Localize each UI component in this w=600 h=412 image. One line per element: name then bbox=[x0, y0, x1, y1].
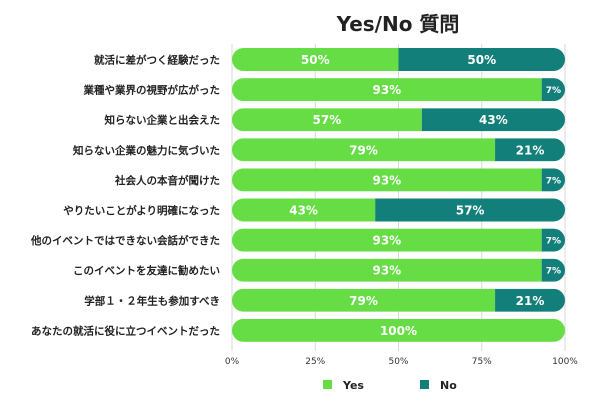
bar-row bbox=[232, 48, 565, 71]
bar-no bbox=[421, 108, 565, 132]
category-label: 社会人の本音が聞けた bbox=[114, 174, 220, 187]
bar-row bbox=[232, 258, 565, 282]
data-label: 93% bbox=[372, 83, 401, 97]
bars-group: 50% 50% 93% 7% 57% 43% 79% 21% 93% 7% 43% 57% 93% 7% 9… bbox=[232, 48, 565, 342]
data-label: 7% bbox=[546, 86, 561, 96]
bar-yes bbox=[232, 228, 542, 252]
bar-no bbox=[541, 228, 565, 252]
category-label: やりたいことがより明確になった bbox=[63, 204, 220, 217]
bar-yes bbox=[232, 198, 376, 222]
bar-no bbox=[541, 258, 565, 282]
data-label: 7% bbox=[546, 267, 561, 277]
data-label: 21% bbox=[516, 143, 545, 157]
data-label: 21% bbox=[516, 294, 545, 308]
bar-no bbox=[495, 288, 565, 312]
bar-yes bbox=[232, 318, 565, 342]
data-label: 93% bbox=[372, 234, 401, 248]
data-label: 43% bbox=[289, 204, 318, 218]
bar-no bbox=[541, 78, 565, 102]
data-label: 79% bbox=[349, 143, 378, 157]
data-label: 57% bbox=[313, 113, 342, 127]
bar-row bbox=[232, 288, 565, 312]
bar-yes bbox=[232, 138, 496, 162]
category-label: 就活に差がつく経験だった bbox=[94, 54, 220, 67]
category-label: 知らない企業と出会えた bbox=[105, 114, 221, 127]
bar-yes bbox=[232, 78, 542, 102]
chart-title: Yes/No 質問 bbox=[336, 12, 460, 36]
bar-yes bbox=[232, 258, 542, 282]
data-label: 57% bbox=[456, 204, 485, 218]
bar-row bbox=[232, 78, 565, 102]
x-tick-label: 0% bbox=[225, 357, 240, 367]
bar-no bbox=[398, 48, 565, 71]
data-label: 100% bbox=[380, 324, 417, 338]
legend-label: Yes bbox=[342, 379, 364, 392]
data-label: 50% bbox=[301, 53, 330, 67]
data-label: 93% bbox=[372, 173, 401, 187]
category-label: 業種や業界の視野が広がった bbox=[83, 84, 221, 97]
category-labels: 就活に差がつく経験だった業種や業界の視野が広がった知らない企業と出会えた知らない… bbox=[30, 54, 220, 338]
bar-row bbox=[232, 198, 565, 222]
category-label: 学部１・２年生も参加すべき bbox=[84, 294, 220, 307]
data-label: 79% bbox=[349, 294, 378, 308]
data-label: 43% bbox=[479, 113, 508, 127]
x-tick-label: 100% bbox=[552, 357, 578, 367]
bar-yes bbox=[232, 168, 542, 192]
bar-row bbox=[232, 318, 565, 342]
bar-row bbox=[232, 108, 565, 132]
category-label: 他のイベントではできない会話ができた bbox=[30, 234, 220, 247]
data-label: 93% bbox=[372, 264, 401, 278]
legend-swatch bbox=[323, 380, 332, 389]
legend-swatch bbox=[420, 380, 429, 389]
bar-yes bbox=[232, 48, 399, 71]
bar-yes bbox=[232, 108, 422, 132]
data-label: 50% bbox=[467, 53, 496, 67]
category-label: 知らない企業の魅力に気づいた bbox=[73, 144, 220, 157]
category-label: このイベントを友達に勧めたい bbox=[73, 264, 220, 277]
legend: Yes No bbox=[323, 379, 457, 392]
bar-no bbox=[541, 168, 565, 192]
data-label: 7% bbox=[546, 237, 561, 247]
bar-row bbox=[232, 138, 565, 162]
bar-yes bbox=[232, 288, 496, 312]
legend-label: No bbox=[440, 379, 457, 392]
category-label: あなたの就活に役に立つイベントだった bbox=[31, 324, 220, 337]
bar-no bbox=[375, 198, 565, 222]
x-tick-label: 75% bbox=[472, 357, 492, 367]
bar-no bbox=[495, 138, 565, 162]
x-axis-ticks: 0% 25% 50% 75% 100% bbox=[225, 357, 578, 367]
bar-row bbox=[232, 168, 565, 192]
x-tick-label: 50% bbox=[388, 357, 408, 367]
data-label: 7% bbox=[546, 176, 561, 186]
x-tick-label: 25% bbox=[305, 357, 325, 367]
bar-row bbox=[232, 228, 565, 252]
